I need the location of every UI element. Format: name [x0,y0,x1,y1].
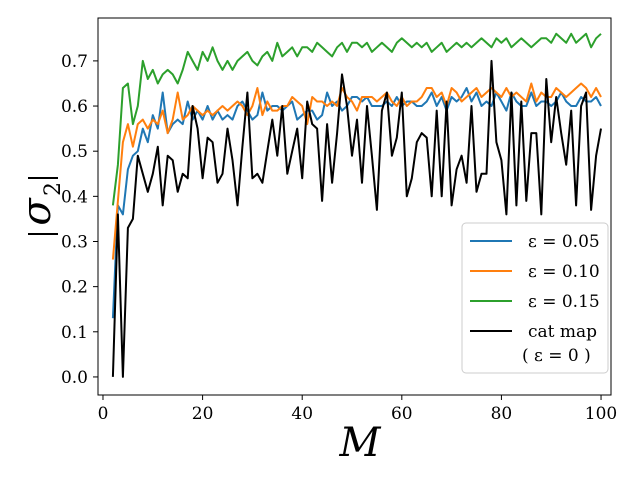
x-axis: 0 20 40 60 80 100 [98,395,617,424]
series-line-1 [111,82,602,260]
legend-box [461,222,609,374]
y-tick-label: 0.7 [61,52,88,72]
x-tick-label: 0 [98,404,109,424]
legend-label-0: ε = 0.05 [528,232,600,252]
y-tick-label: 0.2 [61,278,88,298]
y-tick-label: 0.0 [61,368,88,388]
y-tick-label: 0.5 [61,142,88,162]
legend: ε = 0.05 ε = 0.10 ε = 0.15 cat map ( ε = 0 ) [461,222,609,374]
y-tick-label: 0.4 [61,187,88,207]
y-axis: 0.0 0.1 0.2 0.3 0.4 0.5 0.6 0.7 [61,52,98,388]
legend-note-3: ( ε = 0 ) [522,346,591,366]
x-tick-label: 20 [192,404,214,424]
legend-label-3: cat map [528,322,597,342]
y-tick-label: 0.3 [61,232,88,252]
y-tick-label: 0.1 [61,323,88,343]
axes-frame [97,17,612,396]
plot-area [111,32,602,378]
y-axis-label-subscript: 2 [41,182,66,196]
series-line-3 [111,59,602,378]
x-axis-label: M [339,420,382,466]
series-line-2 [111,32,602,206]
y-axis-label: σ 2 [14,177,66,235]
y-axis-label-symbol: σ [14,197,60,226]
legend-label-1: ε = 0.10 [528,262,600,282]
x-tick-label: 40 [291,404,313,424]
legend-label-2: ε = 0.15 [528,292,600,312]
x-tick-label: 100 [585,404,617,424]
y-tick-label: 0.6 [61,97,88,117]
x-tick-label: 80 [491,404,513,424]
x-tick-label: 60 [391,404,413,424]
